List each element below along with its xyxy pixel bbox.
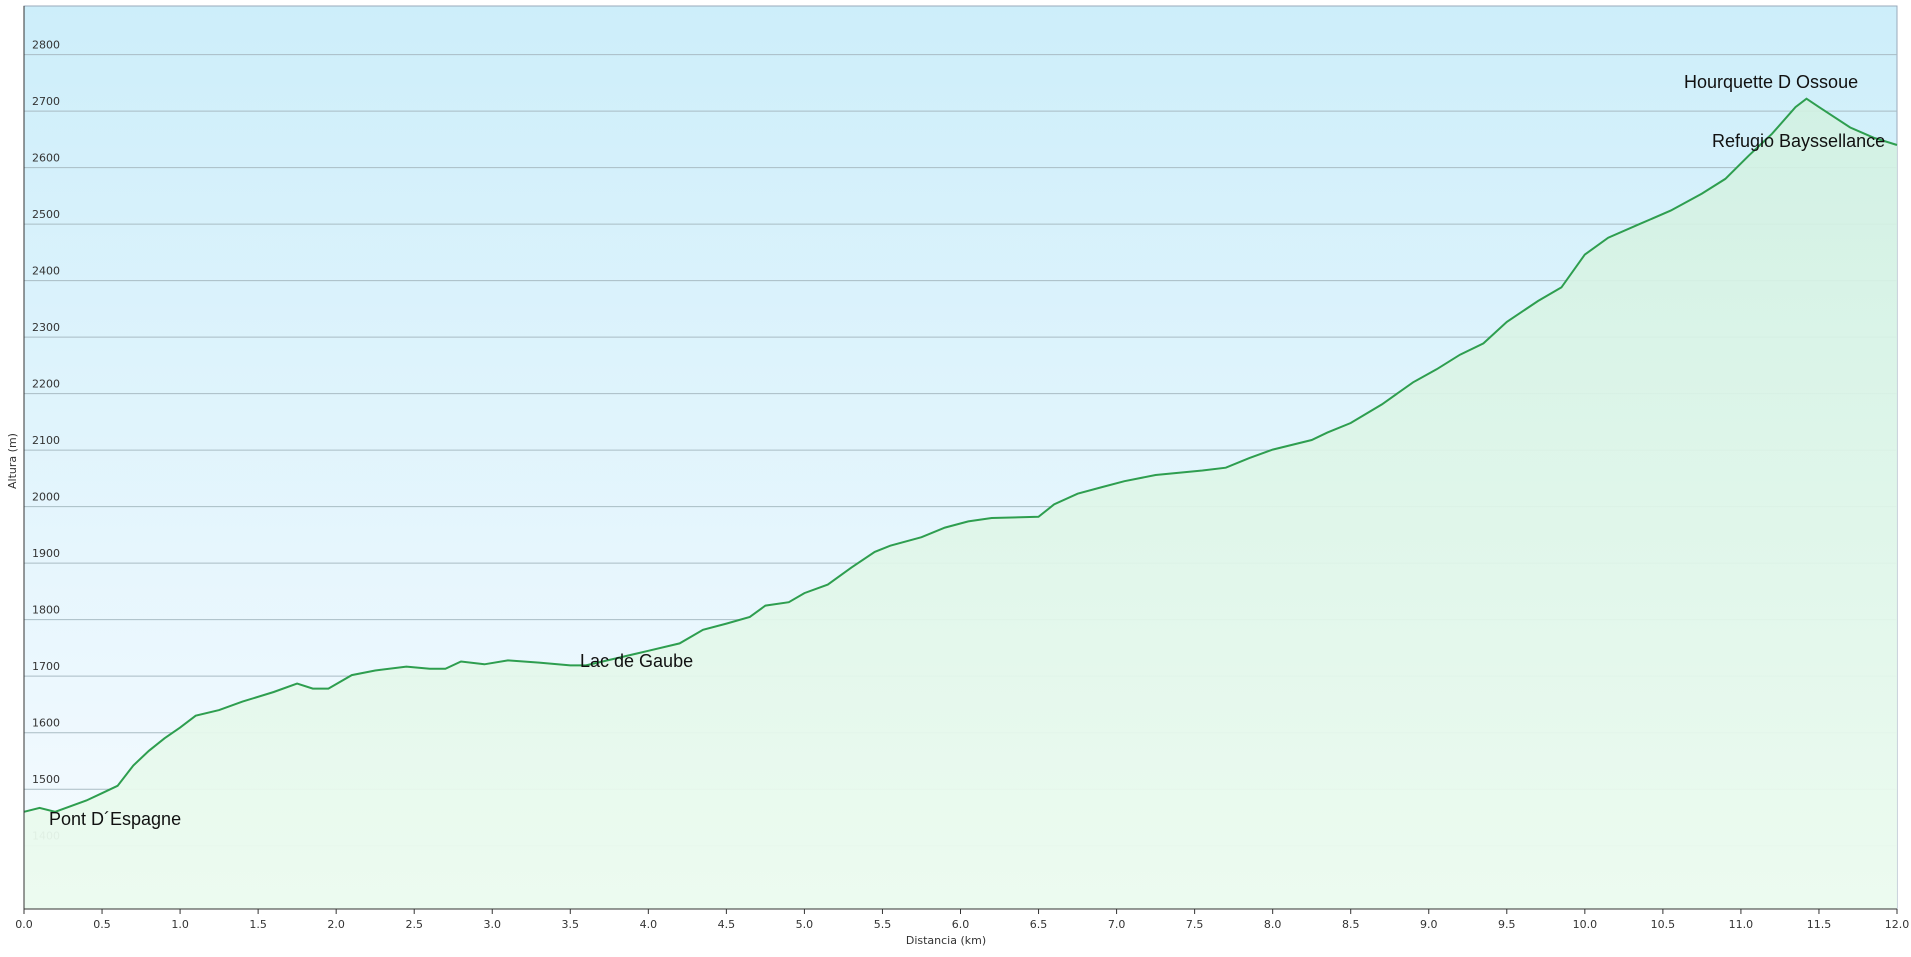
x-tick-label: 3.0 [484,918,502,931]
elevation-line [23,97,1898,813]
x-tick-label: 9.0 [1420,918,1438,931]
x-tick-label: 2.0 [327,918,345,931]
annotation: Hourquette D Ossoue [1684,72,1858,92]
y-tick-label: 2200 [32,378,60,391]
x-tick-label: 6.5 [1030,918,1048,931]
y-tick-label: 2700 [32,95,60,108]
x-axis-label: Distancia (km) [906,934,986,947]
x-tick-label: 0.5 [93,918,111,931]
x-tick-label: 6.0 [952,918,970,931]
x-tick-label: 4.5 [718,918,736,931]
y-tick-label: 2100 [32,434,60,447]
x-tick-label: 9.5 [1498,918,1516,931]
x-tick-label: 5.5 [874,918,892,931]
x-tick-label: 1.5 [249,918,267,931]
y-axis-label: Altura (m) [6,433,19,489]
y-tick-label: 2600 [32,152,60,165]
y-tick-label: 1700 [32,660,60,673]
x-tick-label: 10.0 [1573,918,1598,931]
y-tick-label: 1500 [32,773,60,786]
area-fill [24,98,1897,909]
x-tick-label: 1.0 [171,918,189,931]
x-tick-label: 7.5 [1186,918,1204,931]
x-tick-label: 3.5 [562,918,580,931]
y-tick-label: 2500 [32,208,60,221]
y-tick-label: 1800 [32,604,60,617]
x-tick-label: 5.0 [796,918,814,931]
x-tick-label: 2.5 [405,918,423,931]
y-tick-label: 2300 [32,321,60,334]
annotation: Refugio Bayssellance [1712,131,1885,151]
x-tick-label: 8.5 [1342,918,1360,931]
x-tick-label: 7.0 [1108,918,1126,931]
x-tick-label: 10.5 [1651,918,1676,931]
annotation: Lac de Gaube [580,651,693,671]
annotation: Pont D´Espagne [49,809,181,829]
y-tick-label: 1600 [32,717,60,730]
x-tick-label: 4.0 [640,918,658,931]
x-tick-label: 0.0 [15,918,33,931]
x-tick-label: 8.0 [1264,918,1282,931]
y-tick-label: 2000 [32,491,60,504]
x-tick-label: 11.0 [1729,918,1754,931]
y-tick-label: 2800 [32,39,60,52]
y-tick-label: 1900 [32,547,60,560]
x-tick-label: 12.0 [1885,918,1910,931]
x-tick-label: 11.5 [1807,918,1832,931]
y-tick-label: 2400 [32,265,60,278]
